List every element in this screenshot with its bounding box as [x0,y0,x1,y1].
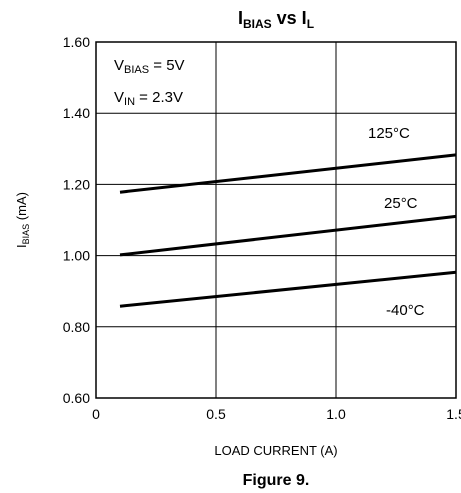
annotation-vin: VIN = 2.3V [114,89,183,108]
y-tick-label: 1.20 [63,176,90,192]
chart-title: IBIAS vs IL [238,8,314,31]
x-tick-labels: 0 0.5 1.0 1.5 [92,406,461,422]
annotation-vbias: VBIAS = 5V [114,57,185,76]
y-tick-label: 1.00 [63,248,90,264]
x-tick-label: 0 [92,406,100,422]
series-label-125c: 125°C [368,125,410,142]
y-tick-labels: 0.60 0.80 1.00 1.20 1.40 1.60 [63,34,90,406]
y-tick-label: 0.80 [63,319,90,335]
series-line-1 [119,214,457,257]
figure-caption: Figure 9. [243,472,310,489]
y-tick-label: 1.40 [63,105,90,121]
series-lines [119,153,457,308]
plot-frame [95,41,457,399]
series-line-2 [119,270,457,308]
series-label-25c: 25°C [384,195,418,212]
x-axis-label: LOAD CURRENT (A) [214,443,337,458]
series-label-minus40c: -40°C [386,302,425,319]
grid [96,42,456,398]
y-tick-label: 0.60 [63,390,90,406]
series-line-0 [119,153,457,194]
y-tick-label: 1.60 [63,34,90,50]
x-tick-label: 1.0 [326,406,346,422]
y-axis-label: IBIAS (mA) [14,192,31,248]
x-tick-label: 0.5 [206,406,226,422]
x-tick-label: 1.5 [446,406,461,422]
